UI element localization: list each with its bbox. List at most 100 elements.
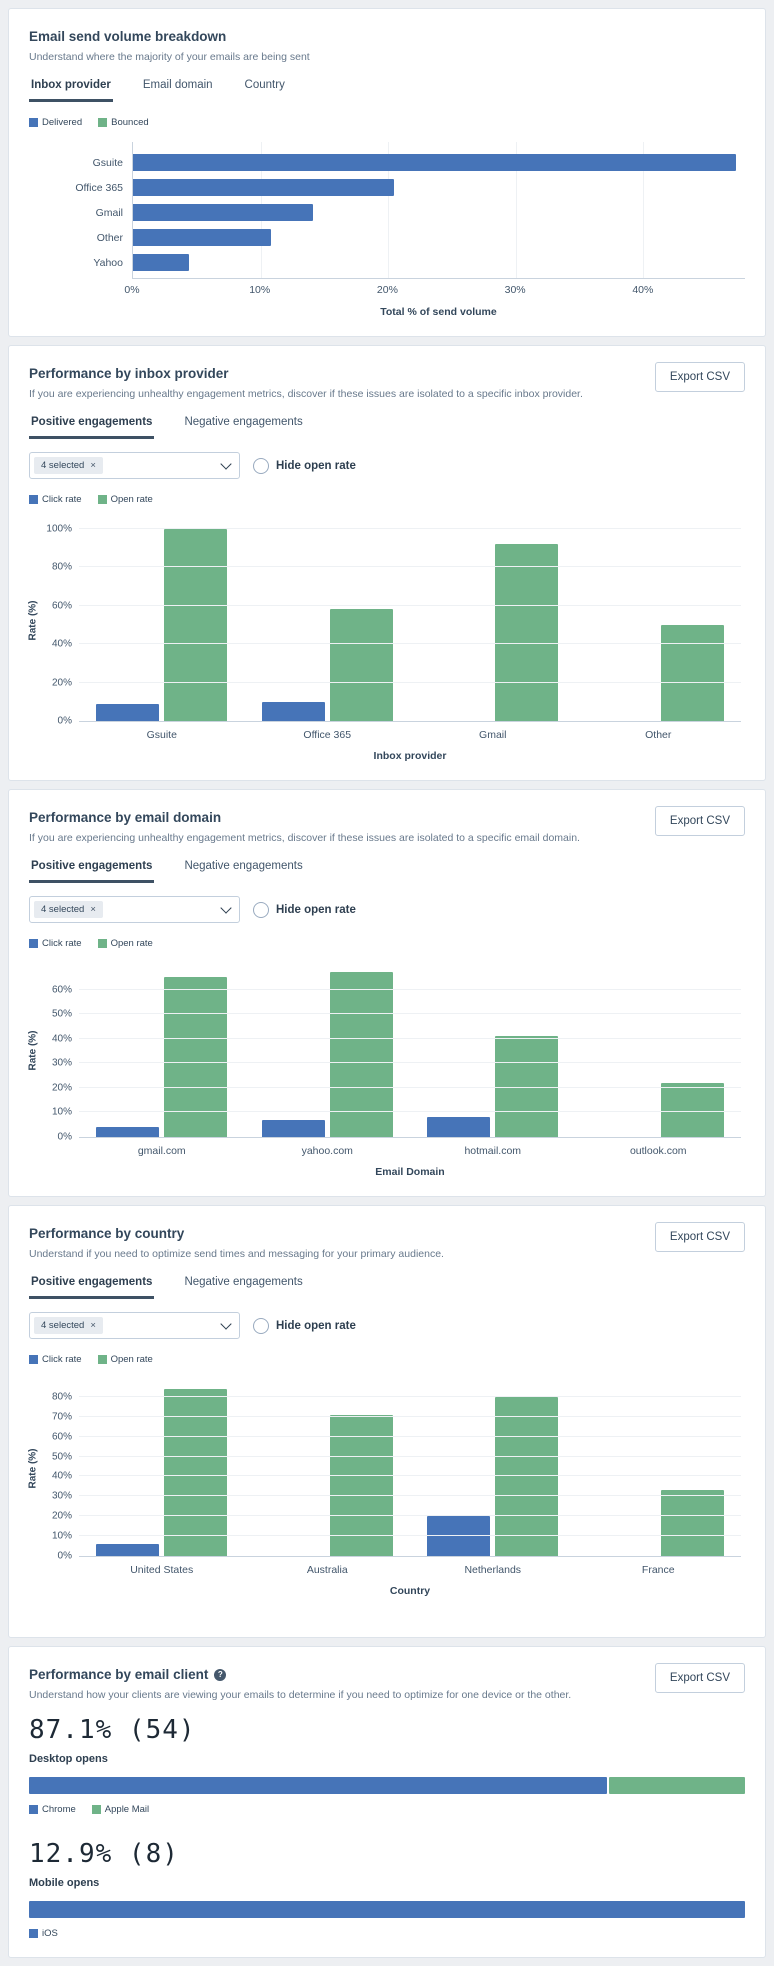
legend-bounced: Bounced xyxy=(98,117,149,128)
mobile-opens-bar xyxy=(29,1901,745,1918)
legend-chrome: Chrome xyxy=(29,1804,76,1815)
bar-click-rate-gsuite xyxy=(96,703,160,721)
bar-group-yahoo-com xyxy=(245,965,411,1137)
gridline xyxy=(79,1475,741,1477)
x-axis-ticks: 0% 10% 20% 30% 40% xyxy=(124,279,745,297)
chip-remove-icon[interactable]: × xyxy=(90,903,96,915)
card-header: Performance by email client? Understand … xyxy=(29,1663,745,1701)
bar-group-gmail xyxy=(410,521,576,721)
tab-negative-engagements[interactable]: Negative engagements xyxy=(184,1276,303,1288)
info-icon[interactable]: ? xyxy=(214,1668,227,1681)
tab-negative-engagements[interactable]: Negative engagements xyxy=(184,416,303,428)
gridline xyxy=(79,988,741,990)
y-tick-label: 60% xyxy=(51,1431,72,1443)
y-tick-label: 40% xyxy=(51,638,72,650)
legend-swatch-click-rate xyxy=(29,495,38,504)
card-subtitle: If you are experiencing unhealthy engage… xyxy=(29,388,583,400)
chevron-down-icon[interactable] xyxy=(220,457,232,470)
hide-open-rate-checkbox[interactable] xyxy=(253,901,269,918)
gridline xyxy=(515,142,517,278)
hide-open-rate-label[interactable]: Hide open rate xyxy=(276,1319,356,1332)
bar-yahoo xyxy=(133,254,190,271)
export-csv-button[interactable]: Export CSV xyxy=(654,806,745,836)
chart-controls: 4 selected × Hide open rate xyxy=(29,452,745,479)
engagement-tab-bar: Positive engagements Negative engagement… xyxy=(29,1276,745,1299)
card-subtitle: Understand how your clients are viewing … xyxy=(29,1689,572,1701)
y-tick-label: 60% xyxy=(51,984,72,996)
card-performance-by-inbox-provider: Performance by inbox provider If you are… xyxy=(8,345,766,781)
chart-legend: Delivered Bounced xyxy=(29,117,745,128)
gridline xyxy=(79,1495,741,1497)
tab-inbox-provider[interactable]: Inbox provider xyxy=(29,79,113,102)
bar-group-france xyxy=(576,1381,742,1556)
gridline xyxy=(79,1455,741,1457)
hide-open-rate-label[interactable]: Hide open rate xyxy=(276,903,356,916)
tab-positive-engagements[interactable]: Positive engagements xyxy=(29,1276,155,1299)
y-axis-title: Rate (%) xyxy=(27,1447,39,1489)
bar-open-rate-united-states xyxy=(164,1388,228,1556)
legend-delivered: Delivered xyxy=(29,117,82,128)
tab-email-domain[interactable]: Email domain xyxy=(142,79,213,91)
bar-click-rate-hotmail-com xyxy=(427,1117,491,1137)
tab-country[interactable]: Country xyxy=(244,79,285,91)
filter-select[interactable]: 4 selected × xyxy=(29,896,240,923)
export-csv-button[interactable]: Export CSV xyxy=(654,362,745,392)
category-label: Gsuite xyxy=(146,729,177,741)
gridline xyxy=(79,643,741,645)
export-csv-button[interactable]: Export CSV xyxy=(654,1663,745,1693)
gridline xyxy=(79,681,741,683)
send-volume-chart: Gsuite Office 365 Gmail Other Yahoo 0% 10% 20% 3… xyxy=(29,142,745,318)
segment-ios xyxy=(29,1901,745,1918)
selected-count-chip: 4 selected × xyxy=(34,901,103,918)
gridline xyxy=(79,566,741,568)
card-title: Performance by email domain xyxy=(29,810,222,825)
bar-gsuite xyxy=(133,154,737,171)
export-csv-button[interactable]: Export CSV xyxy=(654,1222,745,1252)
legend-swatch-click-rate xyxy=(29,939,38,948)
country-chart: 0% 10% 20% 30% 40% 50% 60% 70% 80% United States A… xyxy=(27,1381,741,1597)
x-tick-label: 20% xyxy=(376,284,398,296)
plot-area: 0% 10% 20% 30% 40% 50% 60% xyxy=(52,965,741,1143)
y-tick-label: 20% xyxy=(51,677,72,689)
hide-open-rate-checkbox[interactable] xyxy=(253,457,269,474)
legend-swatch-open-rate xyxy=(97,495,107,504)
chevron-down-icon[interactable] xyxy=(220,901,232,914)
desktop-opens-label: Desktop opens xyxy=(29,1753,108,1765)
bar-open-rate-other xyxy=(660,624,724,721)
bar-groups xyxy=(79,965,741,1137)
y-tick-label: 20% xyxy=(51,1082,72,1094)
card-subtitle: If you are experiencing unhealthy engage… xyxy=(29,832,580,844)
chip-remove-icon[interactable]: × xyxy=(90,1319,96,1331)
hide-open-rate-checkbox[interactable] xyxy=(253,1317,269,1334)
hide-open-rate-label[interactable]: Hide open rate xyxy=(276,459,356,472)
card-performance-by-country: Performance by country Understand if you… xyxy=(8,1205,766,1638)
filter-select[interactable]: 4 selected × xyxy=(29,452,240,479)
filter-select[interactable]: 4 selected × xyxy=(29,1312,240,1339)
chevron-down-icon[interactable] xyxy=(220,1317,232,1330)
card-title: Email send volume breakdown xyxy=(29,29,227,44)
y-tick-label: 0% xyxy=(57,1550,72,1562)
hide-open-rate-control: Hide open rate xyxy=(253,901,356,918)
category-label: Other xyxy=(96,231,123,244)
bar-open-rate-australia xyxy=(329,1414,393,1556)
tab-negative-engagements[interactable]: Negative engagements xyxy=(184,860,303,872)
category-label: United States xyxy=(130,1564,194,1576)
plot-area: 0% 20% 40% 60% 80% 100% xyxy=(46,521,741,727)
bar-group-outlook-com xyxy=(576,965,742,1137)
tab-positive-engagements[interactable]: Positive engagements xyxy=(29,416,155,439)
chart-controls: 4 selected × Hide open rate xyxy=(29,1312,745,1339)
chip-remove-icon[interactable]: × xyxy=(90,459,96,471)
bar-groups xyxy=(79,1381,741,1556)
x-tick-label: 0% xyxy=(124,284,140,296)
chart-legend: Click rate Open rate xyxy=(29,938,745,949)
category-label: Yahoo xyxy=(93,256,123,269)
bar-row: Gsuite xyxy=(93,150,745,175)
tab-positive-engagements[interactable]: Positive engagements xyxy=(29,860,155,883)
y-tick-label: 20% xyxy=(51,1510,72,1522)
bar-open-rate-office-365 xyxy=(329,609,393,721)
card-subtitle: Understand where the majority of your em… xyxy=(29,51,310,63)
x-axis-title: Country xyxy=(389,1585,431,1597)
category-label: Gmail xyxy=(479,729,507,741)
y-tick-label: 0% xyxy=(57,1131,72,1143)
